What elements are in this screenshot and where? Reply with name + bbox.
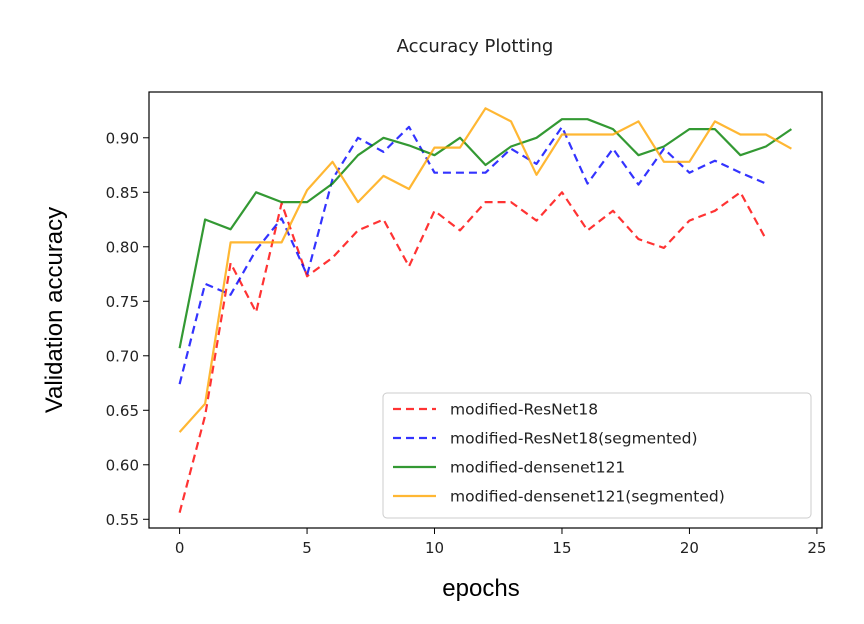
- x-tick-label: 20: [680, 539, 699, 557]
- y-tick-label: 0.55: [106, 511, 139, 529]
- y-tick-label: 0.90: [106, 129, 139, 147]
- y-tick-label: 0.60: [106, 456, 139, 474]
- y-tick-label: 0.75: [106, 293, 139, 311]
- y-tick-label: 0.80: [106, 238, 139, 256]
- series-line-1: [178, 191, 767, 513]
- legend-label-3: modified-densenet121: [450, 459, 625, 477]
- series-line-2: [178, 125, 767, 385]
- y-tick-label: 0.70: [106, 347, 139, 365]
- legend-label-4: modified-densenet121(segmented): [450, 488, 725, 506]
- series-layer: [178, 107, 793, 513]
- y-tick-label: 0.85: [106, 184, 139, 202]
- x-axis-label: epochs: [442, 575, 519, 602]
- plot-frame: [148, 91, 823, 529]
- legend-label-2: modified-ResNet18(segmented): [450, 430, 698, 448]
- x-tick-label: 10: [425, 539, 444, 557]
- y-axis-label: Validation accuracy: [41, 207, 68, 413]
- legend-box: [382, 392, 812, 519]
- series-line-3: [178, 118, 793, 349]
- chart-title: Accuracy Plotting: [397, 36, 554, 57]
- x-tick-label: 25: [807, 539, 826, 557]
- series-line-4: [178, 107, 792, 433]
- y-tick-label: 0.65: [106, 402, 139, 420]
- x-tick-label: 15: [552, 539, 571, 557]
- x-tick-label: 5: [302, 539, 312, 557]
- x-tick-label: 0: [175, 539, 185, 557]
- legend: modified-ResNet18 modified-ResNet18(segme…: [382, 392, 812, 519]
- legend-label-1: modified-ResNet18: [450, 401, 598, 419]
- legend-items: modified-ResNet18 modified-ResNet18(segme…: [393, 401, 725, 506]
- axes-layer: 0 5 10 15 20 25 0.55 0.60 0.65 0.70 0.75 0.80 0.85 0.…: [106, 129, 827, 557]
